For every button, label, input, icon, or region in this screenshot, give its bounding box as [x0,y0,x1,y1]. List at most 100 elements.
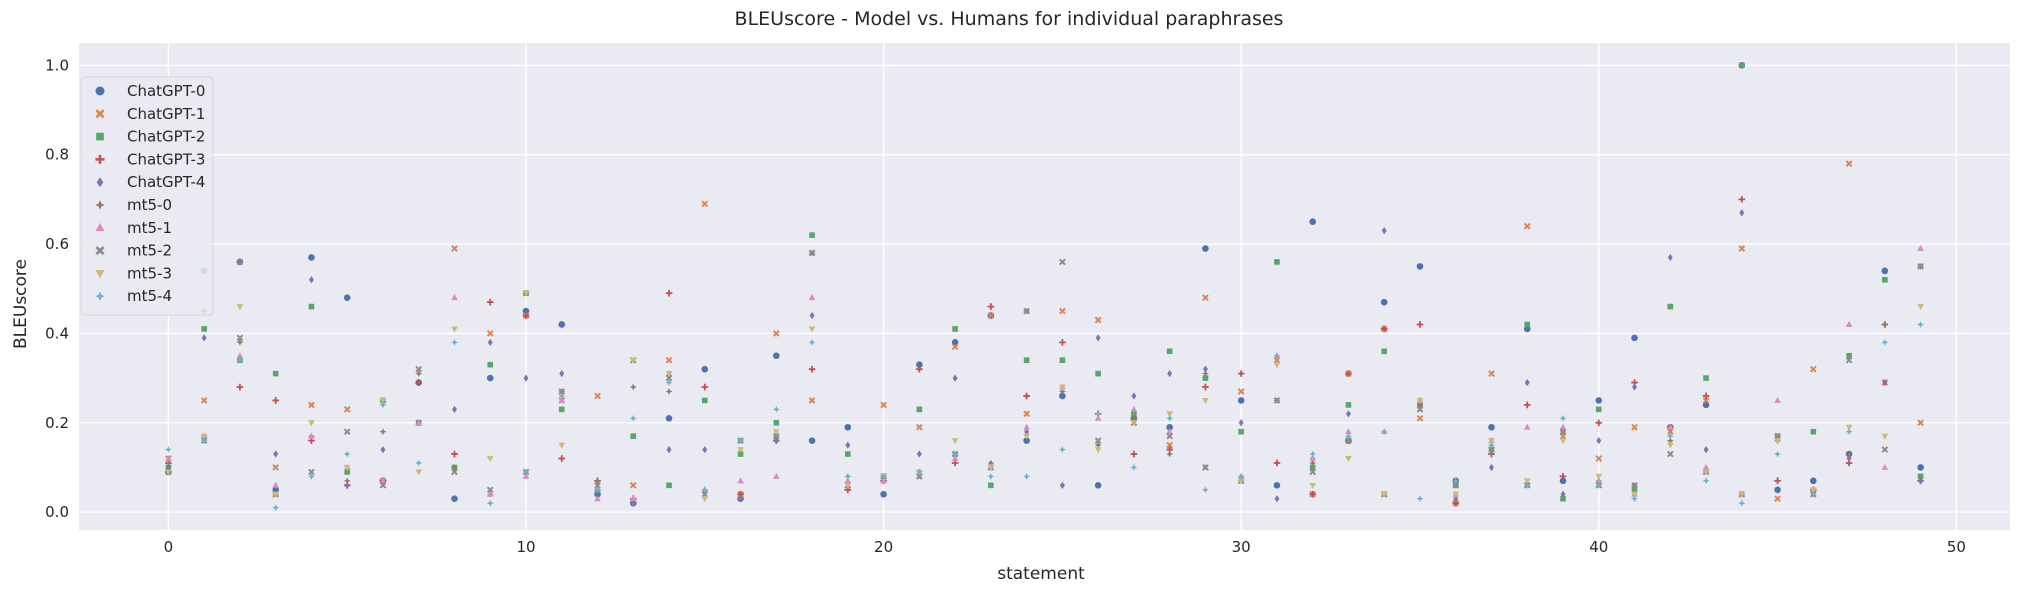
data-point [594,490,601,498]
data-point [1381,227,1387,235]
data-point [915,468,923,476]
legend-marker [96,177,104,188]
data-point [701,365,709,373]
data-point [1166,348,1173,355]
data-point [1810,428,1817,435]
legend-marker [95,200,105,210]
data-point [1166,432,1174,440]
data-point [916,423,923,431]
data-point [1882,276,1888,283]
data-point [809,232,815,238]
data-point [1489,463,1494,472]
data-point [951,438,959,445]
data-point [164,459,172,467]
data-point [1380,491,1388,498]
data-point [1309,450,1317,458]
data-point [987,464,995,472]
data-point [236,338,244,346]
data-point [344,469,350,475]
data-point [1917,321,1925,328]
data-point [1452,491,1460,498]
data-point [522,312,530,319]
y-tick-label: 0.2 [45,414,69,432]
data-point [880,490,887,498]
data-point [1774,486,1781,494]
data-point [1345,402,1352,408]
data-point [201,334,207,342]
data-point [1452,481,1460,489]
data-point [451,468,458,476]
data-point [1739,62,1745,69]
data-point [486,374,494,382]
y-tick-label: 1.0 [45,56,69,74]
data-point [1881,446,1889,453]
data-point [880,477,887,484]
data-point [1416,321,1424,328]
data-point [594,486,601,494]
x-tick-label: 0 [164,538,174,556]
data-point [1059,258,1066,266]
data-point [1595,477,1603,484]
legend-marker [95,109,105,119]
data-point [1380,428,1388,436]
data-point [1702,477,1710,485]
x-tick-label: 50 [1947,538,1966,556]
data-points [164,62,1925,512]
data-point [1238,419,1244,427]
data-point [808,249,816,257]
data-point [1559,414,1567,422]
data-point [522,472,530,479]
data-point [880,472,888,480]
data-point [1416,263,1424,270]
data-point [487,338,493,346]
data-point [1523,423,1531,430]
data-point [844,477,852,484]
data-point [630,499,636,507]
data-point [1274,495,1280,503]
data-point [665,289,673,297]
data-point [558,455,566,462]
data-point [1023,423,1030,430]
data-point [451,463,458,471]
plot-area [79,43,2010,530]
data-point [1774,432,1781,440]
data-point [1703,445,1709,454]
data-point [1166,450,1174,458]
data-point [737,437,745,445]
grid-lines [79,43,2010,530]
data-point [1023,410,1030,418]
data-point [486,486,494,494]
x-axis-label: statement [997,564,1085,584]
data-point [1094,316,1102,324]
data-point [308,276,314,284]
data-point [1595,419,1603,427]
data-point [773,429,780,436]
data-point [1202,464,1209,471]
data-point [1881,321,1889,328]
data-point [1237,388,1245,395]
data-point [1738,491,1746,498]
data-point [272,397,279,404]
series-mt5-4 [164,321,1925,512]
data-point [343,294,351,301]
data-point [1846,352,1852,359]
data-point [594,477,601,485]
data-point [665,388,673,395]
data-point [1774,450,1782,458]
data-point [1845,424,1853,431]
data-point [1416,495,1424,503]
data-point [701,486,709,494]
data-point [916,450,922,458]
data-point [486,499,494,507]
data-point [165,454,172,461]
data-point [486,298,494,306]
data-point [379,481,387,489]
data-point [308,420,315,427]
data-point [808,397,816,404]
data-point [701,200,709,208]
chart-title: BLEUscore - Model vs. Humans for individ… [735,8,1284,30]
data-point [629,481,637,489]
data-point [1810,487,1817,494]
data-point [1774,396,1781,403]
data-point [308,254,315,261]
